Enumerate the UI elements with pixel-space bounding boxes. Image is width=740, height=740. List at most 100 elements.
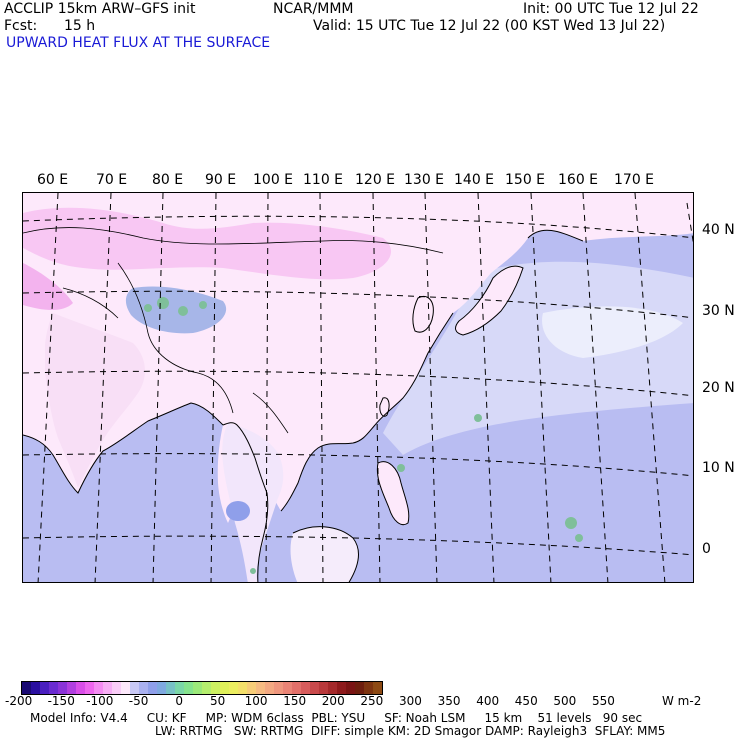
color-bar-tick-label: 450 xyxy=(514,694,538,708)
color-bar-swatch xyxy=(364,682,373,694)
green-patch xyxy=(575,534,583,542)
color-bar-swatch xyxy=(247,682,256,694)
heat-flux-map xyxy=(23,193,693,582)
color-bar-tick-label: 350 xyxy=(437,694,461,708)
color-bar-swatch xyxy=(31,682,40,694)
color-bar-swatch xyxy=(355,682,364,694)
lon-label: 170 E xyxy=(614,172,655,188)
forecast-hour: 15 h xyxy=(64,18,96,34)
forecast-label: Fcst: xyxy=(4,18,38,34)
color-bar-tick-label: -200 xyxy=(5,694,33,708)
field-title: UPWARD HEAT FLUX AT THE SURFACE xyxy=(6,35,271,51)
color-bar-swatch xyxy=(337,682,346,694)
color-bar-swatch xyxy=(139,682,148,694)
color-bar-swatch xyxy=(229,682,238,694)
lat-label: 40 N xyxy=(702,222,735,238)
color-bar-swatch xyxy=(202,682,211,694)
color-bar-swatch xyxy=(256,682,265,694)
indochina-land xyxy=(222,423,284,582)
lon-label: 160 E xyxy=(558,172,599,188)
color-bar-swatch xyxy=(193,682,202,694)
color-bar-swatch xyxy=(310,682,319,694)
valid-time: Valid: 15 UTC Tue 12 Jul 22 (00 KST Wed … xyxy=(313,18,666,34)
color-bar-swatch xyxy=(283,682,292,694)
graticule xyxy=(23,193,693,582)
green-patch xyxy=(157,297,169,309)
color-bar-tick-label: 150 xyxy=(283,694,307,708)
color-bar-swatch xyxy=(175,682,184,694)
color-bar-swatch xyxy=(130,682,139,694)
color-bar-swatch xyxy=(40,682,49,694)
lat-label: 0 xyxy=(702,541,711,557)
lon-label: 120 E xyxy=(355,172,396,188)
lat-label: 30 N xyxy=(702,303,735,319)
land-pink-area xyxy=(23,263,73,310)
taiwan-land xyxy=(379,397,390,417)
green-patch xyxy=(474,414,482,422)
lon-label: 60 E xyxy=(37,172,69,188)
color-bar-swatch xyxy=(103,682,112,694)
tibet-area xyxy=(125,286,227,334)
lon-label: 110 E xyxy=(303,172,344,188)
lon-label: 90 E xyxy=(205,172,237,188)
color-bar-tick-label: 250 xyxy=(360,694,384,708)
lon-label: 70 E xyxy=(96,172,128,188)
color-bar-tick-label: 200 xyxy=(321,694,345,708)
model-name: ACCLIP 15km ARW–GFS init xyxy=(4,1,196,17)
lon-label: 80 E xyxy=(152,172,184,188)
lon-label: 100 E xyxy=(253,172,294,188)
color-bar xyxy=(21,681,383,695)
model-info-line1: Model Info: V4.4 CU: KF MP: WDM 6class P… xyxy=(30,711,643,725)
color-bar-swatch xyxy=(274,682,283,694)
color-bar-swatch xyxy=(157,682,166,694)
lat-label: 20 N xyxy=(702,380,735,396)
color-bar-tick-label: -100 xyxy=(86,694,114,708)
color-bar-tick-label: 0 xyxy=(175,694,184,708)
init-time: Init: 00 UTC Tue 12 Jul 22 xyxy=(523,1,699,17)
color-bar-swatch xyxy=(220,682,229,694)
color-bar-swatch xyxy=(328,682,337,694)
color-bar-tick-label: 500 xyxy=(553,694,577,708)
color-bar-swatch xyxy=(346,682,355,694)
borneo-land xyxy=(290,526,359,582)
color-bar-swatch xyxy=(148,682,157,694)
green-patch xyxy=(250,568,256,574)
units-label: W m-2 xyxy=(662,694,702,708)
color-bar-swatch xyxy=(166,682,175,694)
lon-label: 130 E xyxy=(404,172,445,188)
asia-land xyxy=(23,193,693,523)
organization: NCAR/MMM xyxy=(273,1,354,17)
color-bar-swatch xyxy=(292,682,301,694)
color-bar-swatch xyxy=(373,682,382,694)
color-bar-swatch xyxy=(58,682,67,694)
green-patch xyxy=(144,304,152,312)
color-bar-swatch xyxy=(85,682,94,694)
color-bar-tick-label: 300 xyxy=(399,694,422,708)
color-bar-swatch xyxy=(94,682,103,694)
color-bar-swatch xyxy=(238,682,247,694)
color-bar-swatch xyxy=(184,682,193,694)
color-bar-tick-label: 550 xyxy=(592,694,615,708)
color-bar-swatch xyxy=(76,682,85,694)
arabia-land xyxy=(23,323,45,396)
color-bar-tick-label: 100 xyxy=(244,694,268,708)
green-patch xyxy=(397,464,405,472)
india-land xyxy=(44,313,145,488)
lon-label: 150 E xyxy=(505,172,546,188)
lat-label: 10 N xyxy=(702,460,735,476)
color-bar-swatch xyxy=(49,682,58,694)
coastlines xyxy=(23,229,584,582)
green-patch xyxy=(565,517,577,529)
color-bar-swatch xyxy=(301,682,310,694)
country-borders xyxy=(23,227,444,434)
color-bar-swatch xyxy=(319,682,328,694)
gulf-thailand-patch xyxy=(226,501,250,521)
green-patch xyxy=(199,301,207,309)
color-bar-swatch xyxy=(112,682,121,694)
model-info-line2: LW: RRTMG SW: RRTMG DIFF: simple KM: 2D … xyxy=(155,724,666,738)
color-bar-swatch xyxy=(67,682,76,694)
color-bar-swatch xyxy=(211,682,220,694)
color-bar-tick-label: -50 xyxy=(128,694,149,708)
color-bar-swatch xyxy=(265,682,274,694)
color-bar-tick-label: -150 xyxy=(47,694,75,708)
